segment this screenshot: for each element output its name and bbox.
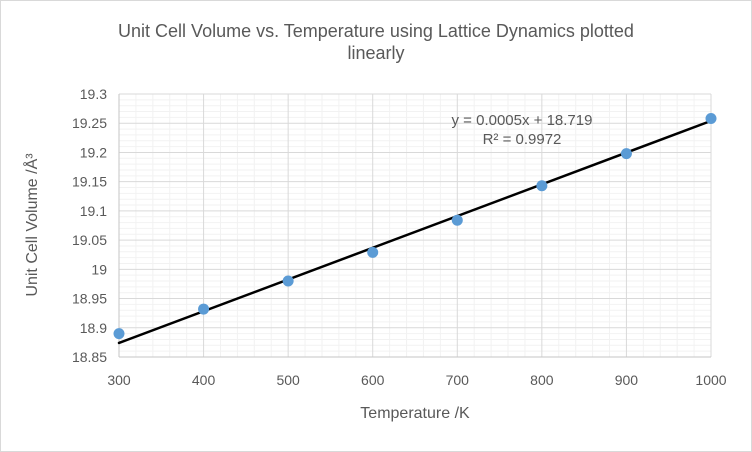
tick-labels: 300 400 500 600 700 800 900 1000 18.85 18.9 18.95 1… xyxy=(72,86,727,388)
x-axis-title: Temperature /K xyxy=(360,405,470,422)
trendline-equation: y = 0.0005x + 18.719 xyxy=(452,112,593,129)
y-tick-label: 19.3 xyxy=(80,86,107,102)
y-tick-label: 19.1 xyxy=(80,203,107,219)
trendline xyxy=(117,119,713,345)
data-point-marker xyxy=(113,328,125,340)
axis-lines xyxy=(118,94,711,358)
y-tick-label: 19 xyxy=(91,261,107,277)
data-point-marker xyxy=(705,113,717,125)
y-tick-label: 19.05 xyxy=(72,232,107,248)
y-tick-label: 18.9 xyxy=(80,320,107,336)
x-tick-label: 1000 xyxy=(695,372,726,388)
y-tick-label: 19.25 xyxy=(72,115,107,131)
x-tick-label: 900 xyxy=(615,372,639,388)
y-tick-label: 18.85 xyxy=(72,349,107,365)
y-axis-title: Unit Cell Volume /Å³ xyxy=(22,153,41,297)
x-tick-label: 300 xyxy=(107,372,131,388)
x-tick-label: 400 xyxy=(192,372,216,388)
x-tick-label: 500 xyxy=(276,372,300,388)
data-series xyxy=(113,113,717,345)
data-point-marker xyxy=(198,303,210,315)
y-tick-label: 19.15 xyxy=(72,174,107,190)
gridlines-minor xyxy=(119,94,711,357)
data-point-marker xyxy=(620,148,632,160)
x-tick-label: 800 xyxy=(530,372,554,388)
x-tick-label: 600 xyxy=(361,372,385,388)
x-tick-label: 700 xyxy=(446,372,470,388)
chart-title-line1: Unit Cell Volume vs. Temperature using L… xyxy=(118,21,634,41)
chart-title: Unit Cell Volume vs. Temperature using L… xyxy=(1,20,751,64)
data-point-marker xyxy=(282,275,294,287)
y-tick-label: 18.95 xyxy=(72,291,107,307)
chart-title-line2: linearly xyxy=(347,43,405,63)
data-point-marker xyxy=(367,246,379,258)
gridlines-major xyxy=(118,93,712,358)
y-tick-label: 19.2 xyxy=(80,144,107,160)
data-point-marker xyxy=(536,180,548,192)
data-point-marker xyxy=(451,214,463,226)
trendline-r-squared: R² = 0.9972 xyxy=(483,131,562,148)
